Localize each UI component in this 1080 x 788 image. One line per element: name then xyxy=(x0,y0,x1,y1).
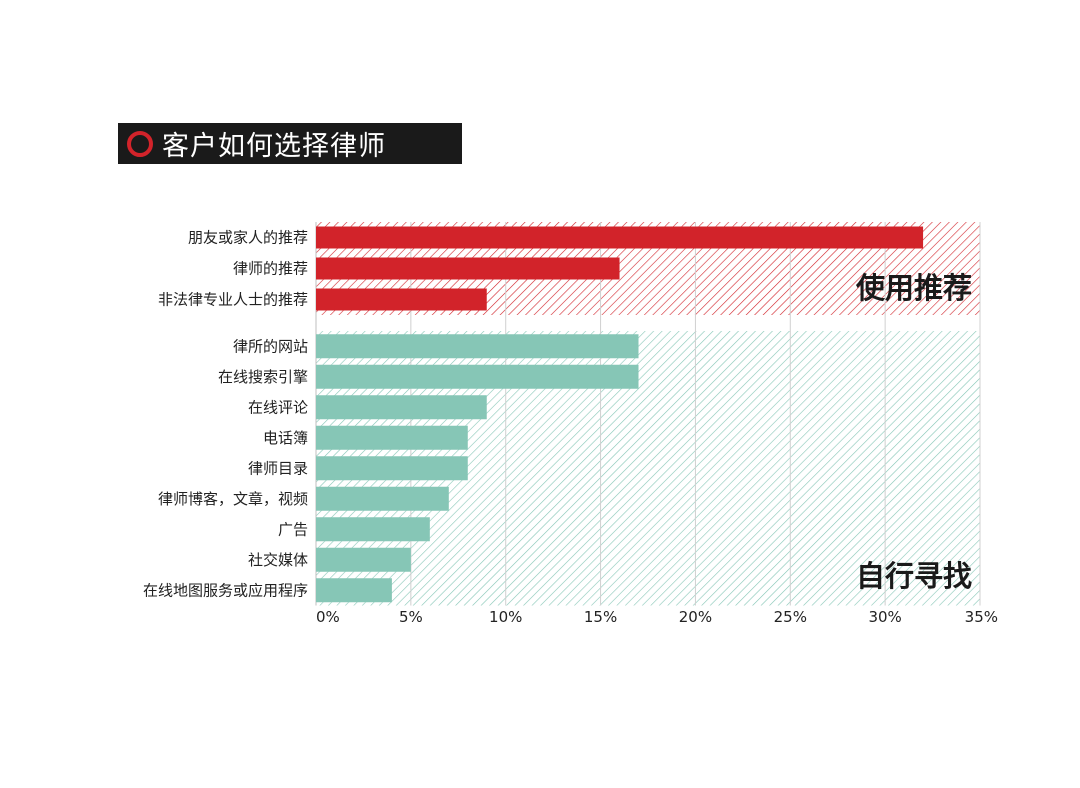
category-label: 社交媒体 xyxy=(248,551,308,569)
bar xyxy=(316,547,411,572)
bar xyxy=(316,364,639,389)
bar xyxy=(316,517,430,542)
bar xyxy=(316,257,620,280)
group-label: 使用推荐 xyxy=(855,271,972,305)
bar xyxy=(316,334,639,359)
category-label: 在线地图服务或应用程序 xyxy=(143,581,308,599)
category-label: 非法律专业人士的推荐 xyxy=(158,291,308,309)
bar xyxy=(316,226,924,249)
category-label: 广告 xyxy=(278,520,308,538)
chart-title-block: 客户如何选择律师 xyxy=(118,123,462,164)
bar xyxy=(316,578,392,603)
x-tick-label: 0% xyxy=(316,608,340,626)
x-tick-label: 20% xyxy=(679,608,712,626)
x-tick-label: 25% xyxy=(774,608,807,626)
category-label: 律师博客，文章，视频 xyxy=(158,490,308,508)
bar xyxy=(316,486,449,511)
category-label: 在线评论 xyxy=(248,398,308,416)
x-tick-label: 5% xyxy=(399,608,423,626)
category-label: 电话簿 xyxy=(263,429,308,447)
category-label: 在线搜索引擎 xyxy=(218,368,308,386)
category-label: 律所的网站 xyxy=(233,337,308,355)
bar xyxy=(316,456,468,481)
bar xyxy=(316,425,468,450)
category-label: 律师目录 xyxy=(248,459,308,477)
chart-title: 客户如何选择律师 xyxy=(162,131,386,162)
group-label: 自行寻找 xyxy=(856,559,972,593)
category-label: 律师的推荐 xyxy=(233,260,308,278)
ring-icon xyxy=(127,130,153,157)
category-label: 朋友或家人的推荐 xyxy=(188,229,308,247)
bar xyxy=(316,395,487,420)
bar xyxy=(316,288,487,311)
x-tick-label: 30% xyxy=(868,608,901,626)
x-tick-label: 15% xyxy=(584,608,617,626)
x-tick-label: 35% xyxy=(965,608,998,626)
x-tick-label: 10% xyxy=(489,608,522,626)
